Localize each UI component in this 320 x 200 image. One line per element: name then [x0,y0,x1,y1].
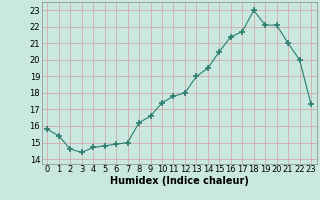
X-axis label: Humidex (Indice chaleur): Humidex (Indice chaleur) [110,176,249,186]
